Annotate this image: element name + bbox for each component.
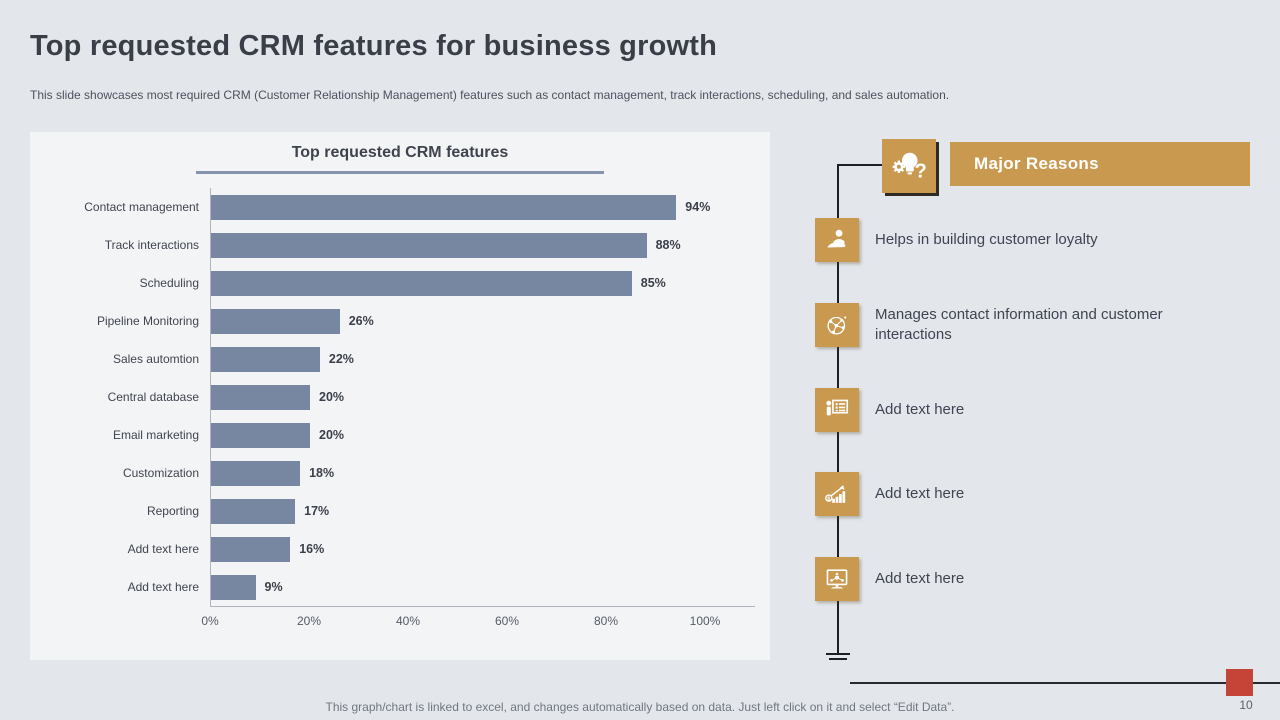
bar-value-label: 16%: [299, 542, 325, 556]
bar-row: 94%: [211, 188, 755, 226]
chart-body: Contact management Track interactions Sche…: [30, 188, 755, 607]
crm-features-chart[interactable]: Top requested CRM features Contact manag…: [30, 132, 770, 660]
x-tick-label: 20%: [296, 614, 322, 628]
x-tick-label: 0%: [201, 614, 219, 628]
bar-row: 20%: [211, 378, 755, 416]
bar-value-label: 20%: [319, 390, 345, 404]
connector-end-cap: [826, 653, 850, 655]
category-label: Email marketing: [112, 428, 199, 442]
bar-row: 22%: [211, 340, 755, 378]
bar-row: 26%: [211, 302, 755, 340]
category-label: Scheduling: [139, 276, 199, 290]
bar-row: 20%: [211, 416, 755, 454]
bar-row: 18%: [211, 454, 755, 492]
reason-icon-tile: [815, 218, 859, 262]
bar-row: 16%: [211, 530, 755, 568]
x-tick-label: 40%: [395, 614, 421, 628]
category-label: Track interactions: [104, 238, 199, 252]
chart-plot: 94% 88% 85% 26% 22% 20% 20% 18% 17% 16% 9%: [210, 188, 755, 607]
bar[interactable]: [211, 194, 677, 220]
page-subtitle: This slide showcases most required CRM (…: [30, 88, 950, 102]
bar-value-label: 18%: [309, 466, 335, 480]
bottom-divider-line: [850, 682, 1280, 684]
category-label: Add text here: [127, 580, 199, 594]
category-label: Add text here: [127, 542, 199, 556]
reasons-banner-label: Major Reasons: [974, 154, 1099, 173]
page-title: Top requested CRM features for business …: [30, 30, 718, 62]
bar[interactable]: [211, 308, 340, 334]
bar[interactable]: [211, 422, 310, 448]
page-number: 10: [1239, 698, 1253, 712]
reason-item: Add text here: [815, 388, 1205, 432]
reason-item: Helps in building customer loyalty: [815, 218, 1205, 262]
reason-icon-tile: $: [815, 472, 859, 516]
reason-text: Add text here: [875, 570, 965, 587]
reason-item: $ Add text here: [815, 472, 1205, 516]
x-tick-label: 80%: [593, 614, 619, 628]
customer-loyalty-icon: [822, 225, 852, 255]
bar[interactable]: [211, 270, 632, 296]
reason-item: Add text here: [815, 557, 1205, 601]
bar-value-label: 22%: [328, 352, 354, 366]
chart-title-underline: [196, 171, 604, 174]
reason-icon-tile: [815, 557, 859, 601]
bar-value-label: 88%: [655, 238, 681, 252]
bar[interactable]: [211, 384, 310, 410]
bar[interactable]: [211, 232, 647, 258]
chart-title: Top requested CRM features: [291, 144, 509, 161]
footer-note: This graph/chart is linked to excel, and…: [325, 700, 955, 714]
reason-text: Manages contact information and customer…: [875, 306, 1163, 343]
reason-text: Helps in building customer loyalty: [875, 231, 1098, 248]
category-label: Sales automtion: [112, 352, 199, 366]
chart-labels: Contact management Track interactions Sche…: [30, 188, 210, 607]
org-monitor-icon: [822, 564, 852, 594]
reason-item: Manages contact information and customer…: [815, 303, 1205, 347]
reasons-header-tile: ?: [882, 139, 936, 193]
reason-icon-tile: [815, 303, 859, 347]
bar[interactable]: [211, 574, 256, 600]
svg-text:$: $: [827, 496, 830, 502]
bar[interactable]: [211, 346, 320, 372]
bar-value-label: 26%: [348, 314, 374, 328]
category-label: Customization: [122, 466, 199, 480]
reason-icon-tile: [815, 388, 859, 432]
reason-text: Add text here: [875, 485, 965, 502]
reason-text: Add text here: [875, 401, 965, 418]
svg-text:?: ?: [914, 161, 926, 183]
bar-value-label: 9%: [264, 580, 283, 594]
growth-chart-icon: $: [822, 479, 852, 509]
presentation-list-icon: [822, 395, 852, 425]
category-label: Pipeline Monitoring: [96, 314, 199, 328]
red-square-decoration: [1226, 669, 1253, 696]
bar-row: 9%: [211, 568, 755, 606]
category-label: Central database: [107, 390, 199, 404]
category-label: Contact management: [84, 200, 199, 214]
connector-elbow: [837, 164, 883, 166]
category-label: Reporting: [146, 504, 199, 518]
contact-network-icon: [822, 310, 852, 340]
bar-value-label: 85%: [640, 276, 666, 290]
bar-row: 17%: [211, 492, 755, 530]
bar-value-label: 17%: [304, 504, 330, 518]
bar-value-label: 94%: [685, 200, 711, 214]
bar[interactable]: [211, 460, 301, 486]
bar-value-label: 20%: [319, 428, 345, 442]
bar[interactable]: [211, 536, 291, 562]
x-tick-label: 60%: [494, 614, 520, 628]
bar-row: 88%: [211, 226, 755, 264]
reasons-banner: Major Reasons: [950, 142, 1250, 186]
x-tick-label: 100%: [689, 614, 721, 628]
bar[interactable]: [211, 498, 296, 524]
connector-end-cap-2: [829, 658, 847, 660]
bar-row: 85%: [211, 264, 755, 302]
idea-question-icon: ?: [888, 145, 930, 187]
